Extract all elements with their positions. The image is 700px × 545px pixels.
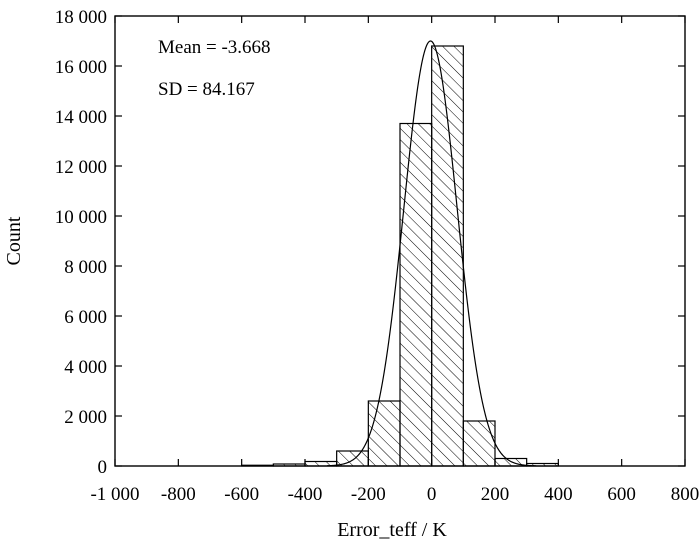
gaussian-fit-curve — [327, 40, 537, 467]
x-tick-label: 600 — [607, 484, 636, 505]
y-tick-label: 10 000 — [55, 207, 107, 228]
y-axis-ticks: 0 2 000 4 000 6 000 8 000 10 000 12 000 14 000 1… — [55, 7, 685, 478]
histogram-bar — [462, 420, 496, 467]
y-tick-label: 18 000 — [55, 7, 107, 28]
x-tick-label: 0 — [427, 484, 437, 505]
x-tick-label: 800 — [671, 484, 700, 505]
x-tick-label: -200 — [351, 484, 386, 505]
x-tick-label: 200 — [481, 484, 510, 505]
y-tick-label: 2 000 — [64, 407, 107, 428]
histogram-bar — [399, 122, 433, 467]
x-tick-label: -400 — [288, 484, 323, 505]
x-axis-ticks: -1 000 -800 -600 -400 -200 0 200 400 600 800 — [90, 16, 699, 505]
y-tick-label: 0 — [98, 457, 108, 478]
y-tick-label: 12 000 — [55, 157, 107, 178]
x-tick-label: -1 000 — [90, 484, 139, 505]
x-tick-label: -600 — [224, 484, 259, 505]
histogram-bar — [431, 45, 464, 467]
histogram-bars — [241, 45, 559, 467]
x-tick-label: -800 — [161, 484, 196, 505]
y-tick-label: 14 000 — [55, 107, 107, 128]
y-tick-label: 6 000 — [64, 307, 107, 328]
x-axis-title: Error_teff / K — [337, 519, 447, 541]
histogram-bar — [367, 400, 401, 467]
y-tick-label: 4 000 — [64, 357, 107, 378]
y-tick-label: 16 000 — [55, 57, 107, 78]
y-tick-label: 8 000 — [64, 257, 107, 278]
sd-annotation: SD = 84.167 — [158, 79, 255, 100]
plot-frame — [114, 15, 686, 467]
x-tick-label: 400 — [544, 484, 573, 505]
histogram-bar — [336, 450, 369, 467]
mean-annotation: Mean = -3.668 — [158, 37, 271, 58]
y-axis-title: Count — [3, 216, 25, 265]
